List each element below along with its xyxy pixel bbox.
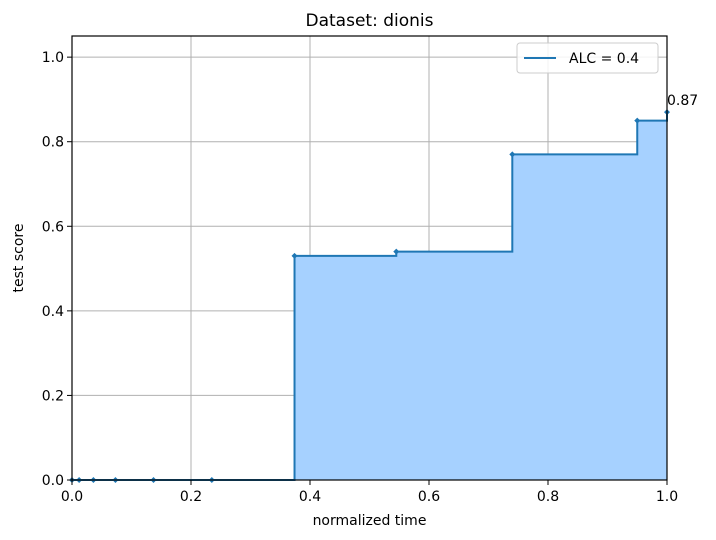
chart-title: Dataset: dionis (306, 11, 434, 31)
annotations: 0.87 (667, 93, 698, 109)
legend: ALC = 0.4 (516, 42, 659, 74)
y-tick-label: 0.0 (42, 473, 64, 489)
y-axis-ticks: 0.0 0.2 0.4 0.6 0.8 1.0 (42, 50, 72, 489)
y-tick-label: 0.8 (42, 135, 64, 151)
y-tick-label: 0.4 (42, 304, 64, 320)
legend-box (516, 42, 659, 74)
data-point (509, 151, 516, 158)
y-tick-label: 0.2 (42, 388, 64, 404)
x-tick-label: 1.0 (656, 489, 678, 505)
data-point (393, 248, 400, 255)
series-markers (69, 109, 670, 483)
x-tick-label: 0.6 (418, 489, 440, 505)
x-tick-label: 0.0 (61, 489, 83, 505)
x-tick-label: 0.4 (299, 489, 321, 505)
area-fill (72, 112, 667, 480)
y-tick-label: 0.6 (42, 219, 64, 235)
data-point (291, 252, 298, 259)
data-point (634, 117, 641, 124)
legend-label: ALC = 0.4 (569, 51, 639, 67)
y-axis-label: test score (11, 224, 27, 293)
axes-frame (71, 35, 668, 481)
series-area (72, 112, 667, 480)
y-tick-label: 1.0 (42, 50, 64, 66)
x-tick-label: 0.2 (180, 489, 202, 505)
data-label: 0.87 (667, 93, 698, 109)
x-axis-ticks: 0.0 0.2 0.4 0.6 0.8 1.0 (61, 480, 678, 505)
x-axis-label: normalized time (313, 513, 427, 529)
x-tick-label: 0.8 (537, 489, 559, 505)
